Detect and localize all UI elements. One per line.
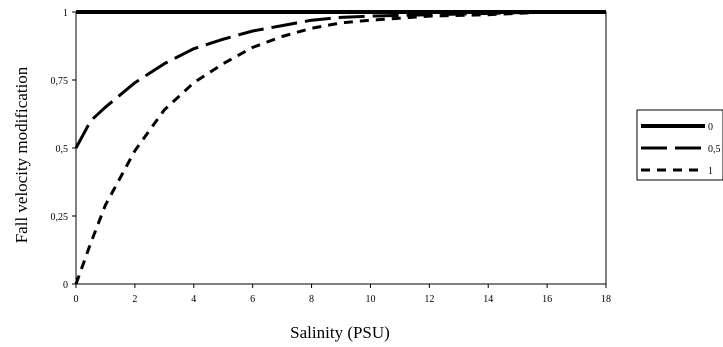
y-axis-title: Fall velocity modification [12, 66, 31, 243]
plot-area [75, 11, 607, 285]
x-tick-label: 16 [542, 294, 552, 305]
x-tick-label: 18 [601, 294, 611, 305]
x-tick-label: 2 [132, 294, 137, 305]
series-line-2 [74, 10, 606, 285]
y-tick-label: 0,5 [56, 144, 69, 155]
y-tick-label: 0,75 [51, 76, 69, 87]
legend-box [636, 109, 723, 181]
y-tick-label: 0,25 [51, 212, 69, 223]
x-tick-label: 0 [74, 294, 79, 305]
x-tick-label: 8 [309, 294, 314, 305]
legend: 00,51 [636, 109, 723, 181]
x-tick-label: 12 [424, 294, 434, 305]
x-tick-label: 14 [483, 294, 493, 305]
legend-label-2: 1 [708, 166, 713, 177]
series-lines [74, 10, 606, 285]
x-tick-label: 4 [191, 294, 196, 305]
y-tick-label: 1 [63, 8, 68, 19]
x-tick-label: 10 [365, 294, 375, 305]
x-tick-label: 6 [250, 294, 255, 305]
x-axis-title: Salinity (PSU) [290, 323, 390, 342]
axis-ticks: 0 2 4 6 8 10 12 14 16 18 0 0,25 0,5 0,75 1 [51, 8, 612, 305]
legend-label-0: 0 [708, 122, 713, 133]
legend-label-1: 0,5 [708, 144, 721, 155]
y-tick-label: 0 [63, 280, 68, 291]
